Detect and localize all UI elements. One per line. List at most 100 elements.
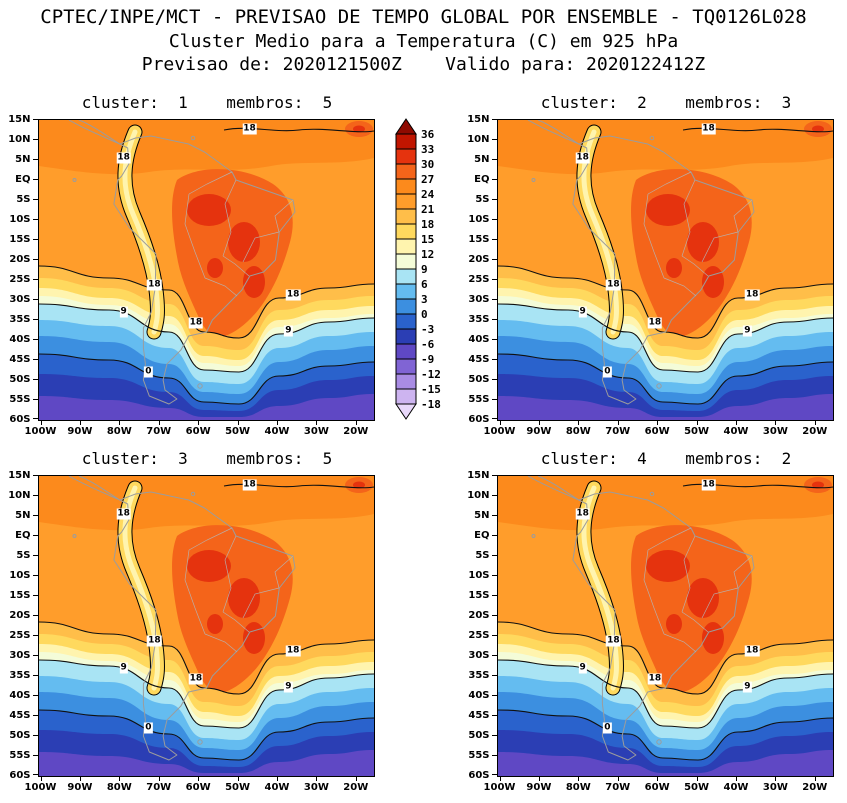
y-tick-mark [491, 398, 497, 400]
map-svg [38, 119, 374, 420]
colorbar-spacer [395, 449, 453, 793]
y-tick-mark [32, 138, 38, 140]
y-tick-mark [491, 694, 497, 696]
x-tick-mark [158, 420, 160, 425]
y-tick-label: 5N [474, 509, 490, 521]
y-tick-mark [491, 338, 497, 340]
x-tick-label: 80W [106, 425, 132, 437]
y-tick-label: 50S [468, 373, 490, 385]
y-tick-mark [32, 773, 38, 775]
x-tick-mark [775, 420, 777, 425]
panel-slot-1: cluster: 1 membros: 5 15N 10N 5N EQ 5S 10S 15S 2… [8, 93, 377, 437]
y-tick-label: 10S [468, 213, 490, 225]
x-axis: 100W 90W 80W 70W 60W 50W 40W 30W 20W [25, 420, 377, 437]
x-axis: 100W 90W 80W 70W 60W 50W 40W 30W 20W [484, 776, 836, 793]
y-tick-label: 40S [468, 333, 490, 345]
y-tick-label: 45S [468, 353, 490, 365]
contour-label: 9 [578, 306, 587, 318]
colorbar-label: 18 [421, 218, 434, 231]
colorbar-label: -9 [421, 353, 434, 366]
x-tick-label: 30W [762, 781, 788, 793]
header-line-2: Cluster Medio para a Temperatura (C) em … [168, 30, 679, 52]
colorbar: 36 33 30 27 24 21 18 15 12 9 6 3 0 -3 -6 -9 -12 -15 -18 [394, 93, 453, 437]
y-tick-label: 25S [9, 273, 31, 285]
y-tick-mark [32, 178, 38, 180]
y-tick-mark [32, 534, 38, 536]
panel-cluster-2: cluster: 2 membros: 3 15N 10N 5N EQ 5S 10S 15S 2… [467, 93, 834, 437]
y-tick-label: 55S [9, 749, 31, 761]
y-tick-label: 25S [9, 629, 31, 641]
contour-label: 18 [242, 123, 257, 135]
y-tick-mark [32, 118, 38, 120]
y-tick-mark [491, 178, 497, 180]
y-tick-label: 35S [9, 313, 31, 325]
colorbar-label: 30 [421, 158, 434, 171]
y-tick-label: 60S [9, 413, 31, 425]
y-tick-mark [32, 634, 38, 636]
y-tick-label: 30S [9, 293, 31, 305]
x-tick-mark [499, 776, 501, 781]
panel-body: 15N 10N 5N EQ 5S 10S 15S 20S 25S 30S 35S 40S 45S 50S 5… [8, 470, 375, 781]
y-tick-label: EQ [474, 529, 490, 541]
x-tick-label: 80W [565, 781, 591, 793]
x-tick-label: 50W [684, 781, 710, 793]
colorbar-label: 27 [421, 173, 434, 186]
x-tick-label: 50W [684, 425, 710, 437]
header-line-1: CPTEC/INPE/MCT - PREVISAO DE TEMPO GLOBA… [40, 6, 807, 28]
y-tick-mark [491, 674, 497, 676]
panel-slot-4: cluster: 4 membros: 2 15N 10N 5N EQ 5S 10S 15S 2… [467, 448, 836, 793]
x-tick-mark [696, 776, 698, 781]
x-tick-label: 90W [526, 781, 552, 793]
colorbar-label: 9 [421, 263, 428, 276]
x-tick-mark [119, 420, 121, 425]
x-tick-label: 30W [303, 425, 329, 437]
y-tick-label: 25S [468, 629, 490, 641]
y-tick-mark [32, 417, 38, 419]
y-tick-label: 60S [468, 413, 490, 425]
x-tick-mark [735, 776, 737, 781]
contour-label: 18 [147, 635, 162, 647]
x-tick-label: 100W [24, 781, 57, 793]
y-tick-mark [32, 614, 38, 616]
x-tick-mark [617, 420, 619, 425]
y-tick-mark [32, 218, 38, 220]
x-tick-label: 100W [483, 425, 516, 437]
y-tick-label: 5S [475, 549, 490, 561]
y-tick-mark [32, 158, 38, 160]
x-tick-label: 80W [106, 781, 132, 793]
y-tick-label: 15N [467, 113, 490, 125]
y-tick-mark [491, 773, 497, 775]
colorbar-label: 36 [421, 128, 435, 141]
y-tick-mark [491, 614, 497, 616]
x-tick-label: 60W [644, 425, 670, 437]
y-tick-label: 15N [8, 469, 31, 481]
contour-label: 18 [285, 289, 301, 301]
colorbar-label: 0 [421, 308, 428, 321]
panel-cluster-3: cluster: 3 membros: 5 15N 10N 5N EQ 5S 10S 15S 2… [8, 449, 375, 793]
colorbar-label: -6 [421, 338, 435, 351]
colorbar-label: -18 [421, 398, 441, 411]
x-tick-label: 50W [225, 781, 251, 793]
x-tick-mark [355, 420, 357, 425]
x-tick-label: 60W [185, 425, 211, 437]
y-tick-label: 5S [16, 193, 31, 205]
colorbar-label: 15 [421, 233, 434, 246]
panel-slot-2: cluster: 2 membros: 3 15N 10N 5N EQ 5S 10S 15S 2… [467, 93, 834, 437]
x-tick-mark [578, 776, 580, 781]
x-tick-mark [814, 420, 816, 425]
y-tick-label: 30S [468, 649, 490, 661]
y-tick-label: 45S [9, 353, 31, 365]
contour-label: 9 [284, 325, 293, 337]
panel-title: cluster: 4 membros: 2 [540, 448, 792, 468]
x-tick-mark [79, 420, 81, 425]
y-axis: 15N 10N 5N EQ 5S 10S 15S 20S 25S 30S 35S 40S 45S 50S 5… [467, 114, 497, 425]
y-tick-mark [32, 654, 38, 656]
map-svg [38, 475, 374, 776]
contour-label: 18 [606, 635, 621, 647]
y-tick-label: 20S [468, 253, 490, 265]
y-tick-mark [32, 278, 38, 280]
contour-label: 9 [743, 325, 752, 337]
x-tick-mark [538, 420, 540, 425]
y-tick-label: 15S [468, 589, 490, 601]
map: 18 18 18 18 18 9 9 0 [496, 474, 834, 777]
